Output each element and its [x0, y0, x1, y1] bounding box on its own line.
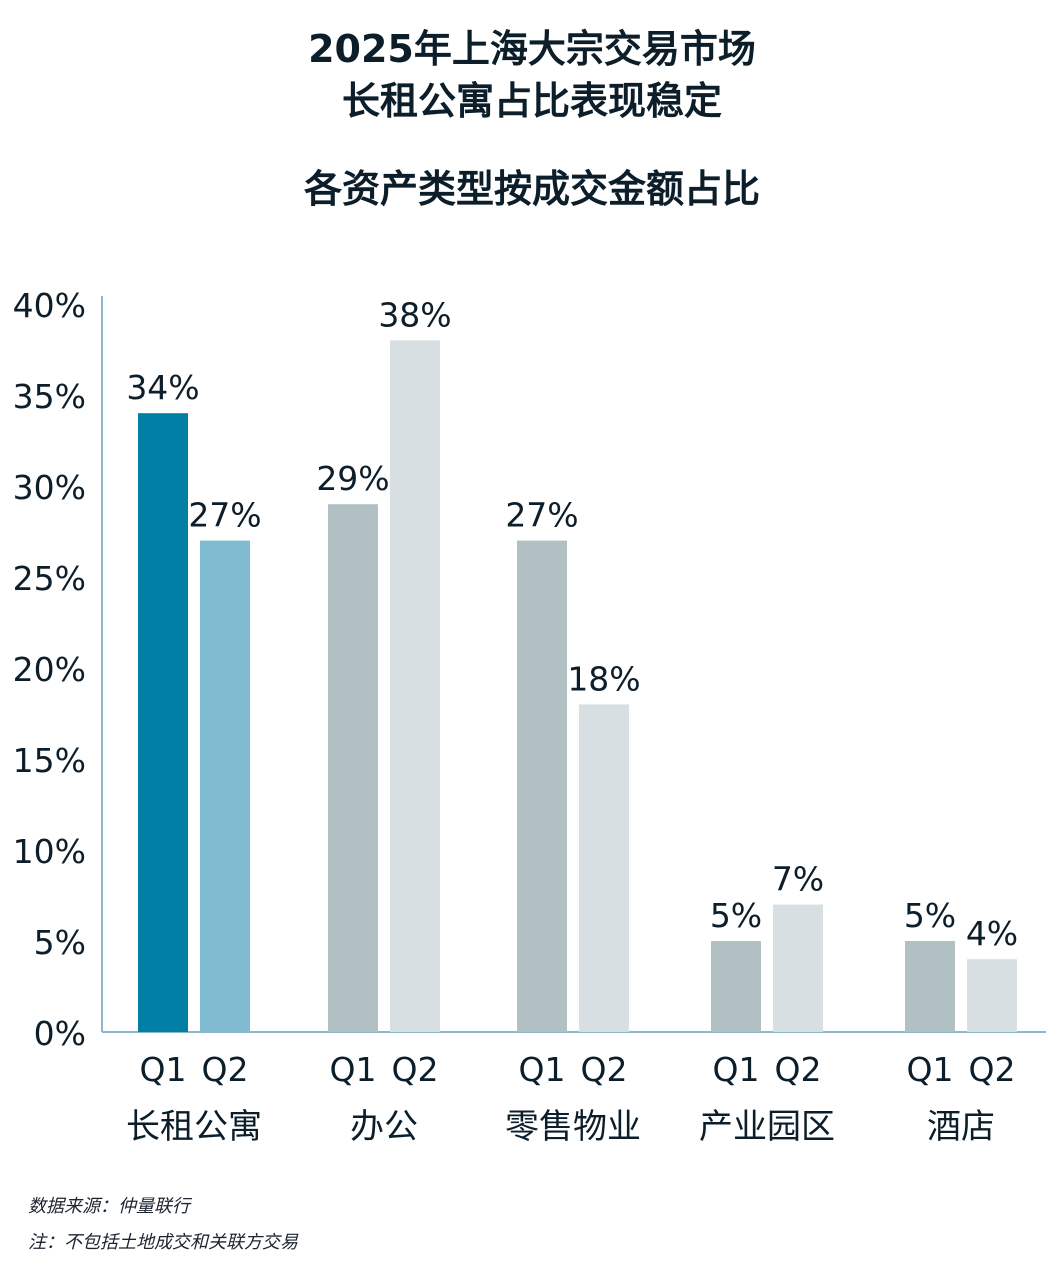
- y-tick-label: 0%: [34, 1014, 86, 1053]
- x-category-label: 零售物业: [505, 1107, 641, 1147]
- chart-title-line-1: 2025年上海大宗交易市场: [308, 27, 756, 71]
- x-quarter-label: Q2: [969, 1050, 1016, 1089]
- remark-note: 注：不包括土地成交和关联方交易: [28, 1232, 298, 1253]
- y-tick-label: 40%: [13, 286, 86, 325]
- bar-value-label: 34%: [126, 368, 199, 407]
- y-tick-label: 20%: [13, 650, 86, 689]
- bar-value-label: 27%: [188, 496, 261, 535]
- x-category-label: 产业园区: [699, 1107, 835, 1147]
- x-quarter-label: Q1: [519, 1050, 566, 1089]
- chart-subtitle: 各资产类型按成交金额占比: [303, 167, 760, 211]
- bar-value-label: 27%: [505, 496, 578, 535]
- bar-q2: [200, 540, 250, 1032]
- bar-q2: [390, 340, 440, 1032]
- bar-value-label: 29%: [316, 459, 389, 498]
- bar-q2: [579, 704, 629, 1032]
- x-quarter-label: Q2: [202, 1050, 249, 1089]
- x-quarter-label: Q1: [140, 1050, 187, 1089]
- bar-value-label: 7%: [772, 860, 824, 899]
- x-category-label: 酒店: [927, 1107, 995, 1147]
- bar-value-label: 18%: [567, 659, 640, 698]
- bar-value-label: 5%: [904, 896, 956, 935]
- bar-q1: [138, 413, 188, 1032]
- bar-value-label: 4%: [966, 914, 1018, 953]
- bar-q2: [967, 959, 1017, 1032]
- x-quarter-label: Q1: [713, 1050, 760, 1089]
- chart-title-line-2: 长租公寓占比表现稳定: [341, 79, 722, 123]
- x-quarter-label: Q2: [581, 1050, 628, 1089]
- y-tick-label: 5%: [34, 923, 86, 962]
- y-tick-label: 10%: [13, 832, 86, 871]
- x-category-label: 办公: [350, 1107, 418, 1147]
- bar-q1: [711, 941, 761, 1032]
- bar-value-label: 5%: [710, 896, 762, 935]
- y-tick-label: 15%: [13, 741, 86, 780]
- x-quarter-label: Q2: [392, 1050, 439, 1089]
- bar-q1: [905, 941, 955, 1032]
- bar-q1: [328, 504, 378, 1032]
- x-quarter-label: Q1: [907, 1050, 954, 1089]
- y-tick-label: 30%: [13, 468, 86, 507]
- bar-value-label: 38%: [378, 295, 451, 334]
- x-quarter-label: Q2: [775, 1050, 822, 1089]
- y-tick-label: 35%: [13, 377, 86, 416]
- x-quarter-label: Q1: [330, 1050, 377, 1089]
- x-category-label: 长租公寓: [126, 1107, 262, 1147]
- y-tick-label: 25%: [13, 559, 86, 598]
- bar-q2: [773, 904, 823, 1032]
- source-note: 数据来源：仲量联行: [28, 1196, 190, 1217]
- bar-q1: [517, 540, 567, 1032]
